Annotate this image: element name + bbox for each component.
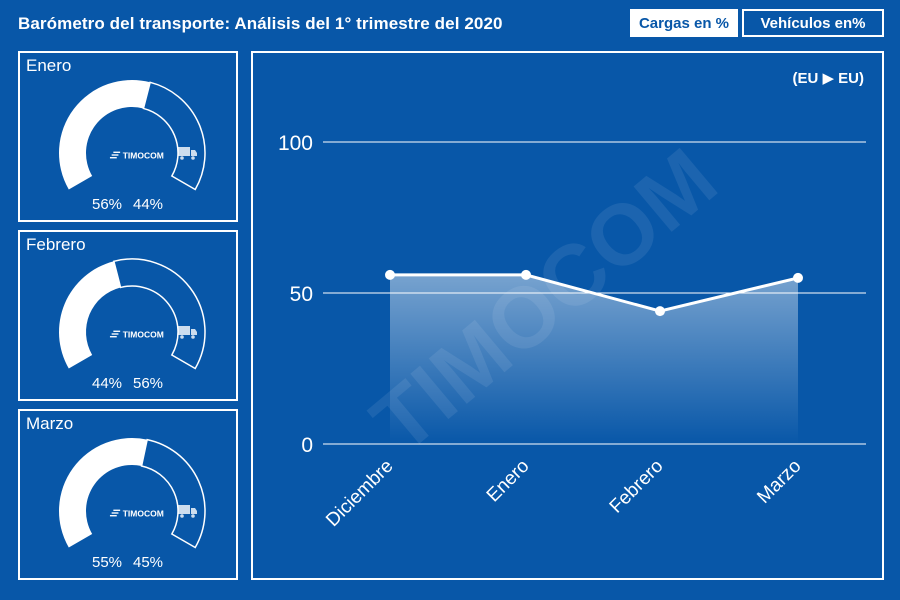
truck-cab — [191, 150, 197, 156]
pallet-icon — [68, 326, 79, 339]
truck-icon — [178, 147, 197, 160]
gauge-chart-marzo: TIMOCOM 55% 45% — [59, 438, 206, 571]
gauge-cargas-value: 44% — [92, 375, 122, 392]
truck-cab — [191, 508, 197, 514]
logo-stripe — [111, 333, 119, 335]
truck-wheel — [191, 156, 195, 160]
pallet-base — [68, 158, 79, 160]
gauge-cargas-value: 56% — [92, 196, 122, 213]
gauge-vehiculos-value: 44% — [133, 196, 163, 213]
route-label: (EU ▶ EU) — [792, 70, 864, 87]
gauge-vehiculos-value: 45% — [133, 554, 163, 571]
pallet-icon — [68, 147, 79, 160]
data-point — [793, 272, 803, 283]
truck-wheel — [180, 335, 184, 339]
pallet-box — [68, 326, 73, 336]
x-tick-label: Diciembre — [322, 456, 397, 531]
timocom-mark-icon — [109, 509, 121, 517]
data-point — [521, 269, 531, 280]
gauge-vehiculos-value: 56% — [133, 375, 163, 392]
gauge-month-label: Marzo — [26, 414, 74, 433]
logo-stripe — [113, 509, 121, 511]
line-chart-panel: TIMOCOM050100DiciembreEneroFebreroMarzo … — [251, 51, 884, 580]
gauge-vehiculos-arc — [142, 81, 206, 191]
truck-icon — [178, 505, 197, 518]
gauge-panel-febrero: TIMOCOM 44% 56% Febrero — [18, 230, 238, 401]
logo-stripe — [111, 154, 119, 156]
pallet-box — [74, 326, 79, 336]
series-area — [390, 274, 798, 444]
logo-stripe — [109, 157, 117, 159]
truck-icon — [178, 326, 197, 339]
truck-cab — [191, 329, 197, 335]
x-tick-label: Marzo — [753, 456, 805, 508]
series-line — [390, 273, 799, 313]
x-tick-label: Enero — [483, 456, 534, 507]
data-point — [385, 269, 395, 280]
truck-wheel — [180, 156, 184, 160]
logo-stripe — [113, 330, 121, 332]
timocom-mark-icon — [109, 330, 121, 338]
cargas-toggle-button[interactable]: Cargas en % — [630, 9, 738, 37]
pallet-base — [68, 516, 79, 518]
logo-stripe — [109, 515, 117, 517]
pallet-box — [74, 505, 79, 515]
timocom-logo-text: TIMOCOM — [123, 508, 164, 518]
truck-wheel — [180, 514, 184, 518]
logo-stripe — [109, 336, 117, 338]
pallet-box — [68, 505, 73, 515]
x-tick-label: Febrero — [606, 456, 668, 518]
page-title: Barómetro del transporte: Análisis del 1… — [18, 14, 503, 33]
logo-stripe — [113, 151, 121, 153]
line-chart: TIMOCOM050100DiciembreEneroFebreroMarzo — [278, 130, 866, 531]
pallet-base — [68, 337, 79, 339]
gauge-panel-enero: TIMOCOM 56% 44% Enero — [18, 51, 238, 222]
timocom-logo-text: TIMOCOM — [123, 150, 164, 160]
truck-wheel — [191, 514, 195, 518]
gauge-cargas-arc — [59, 438, 148, 548]
timocom-logo: TIMOCOM — [109, 329, 164, 339]
gauge-chart-enero: TIMOCOM 56% 44% — [59, 80, 206, 213]
truck-wheel — [191, 335, 195, 339]
gauge-month-label: Enero — [26, 56, 72, 75]
gauge-vehiculos-arc — [112, 258, 206, 370]
timocom-logo-text: TIMOCOM — [123, 329, 164, 339]
gauge-cargas-value: 55% — [92, 554, 122, 571]
vehiculos-toggle-button[interactable]: Vehículos en% — [742, 9, 884, 37]
truck-body — [178, 147, 190, 156]
gauge-vehiculos-arc — [140, 438, 206, 549]
timocom-mark-icon — [109, 151, 121, 159]
gauge-cargas-arc — [58, 261, 121, 369]
pallet-box — [74, 147, 79, 157]
y-tick-label: 50 — [290, 283, 313, 306]
gauge-cargas-arc — [59, 80, 151, 190]
timocom-logo: TIMOCOM — [109, 150, 164, 160]
logo-stripe — [111, 512, 119, 514]
y-tick-label: 100 — [278, 132, 313, 155]
data-point — [655, 306, 665, 317]
pallet-box — [68, 147, 73, 157]
gauge-panel-marzo: TIMOCOM 55% 45% Marzo — [18, 409, 238, 580]
gauge-chart-febrero: TIMOCOM 44% 56% — [58, 258, 206, 392]
y-tick-label: 0 — [301, 434, 313, 457]
timocom-logo: TIMOCOM — [109, 508, 164, 518]
gauge-month-label: Febrero — [26, 235, 86, 254]
truck-body — [178, 326, 190, 335]
truck-body — [178, 505, 190, 514]
pallet-icon — [68, 505, 79, 518]
